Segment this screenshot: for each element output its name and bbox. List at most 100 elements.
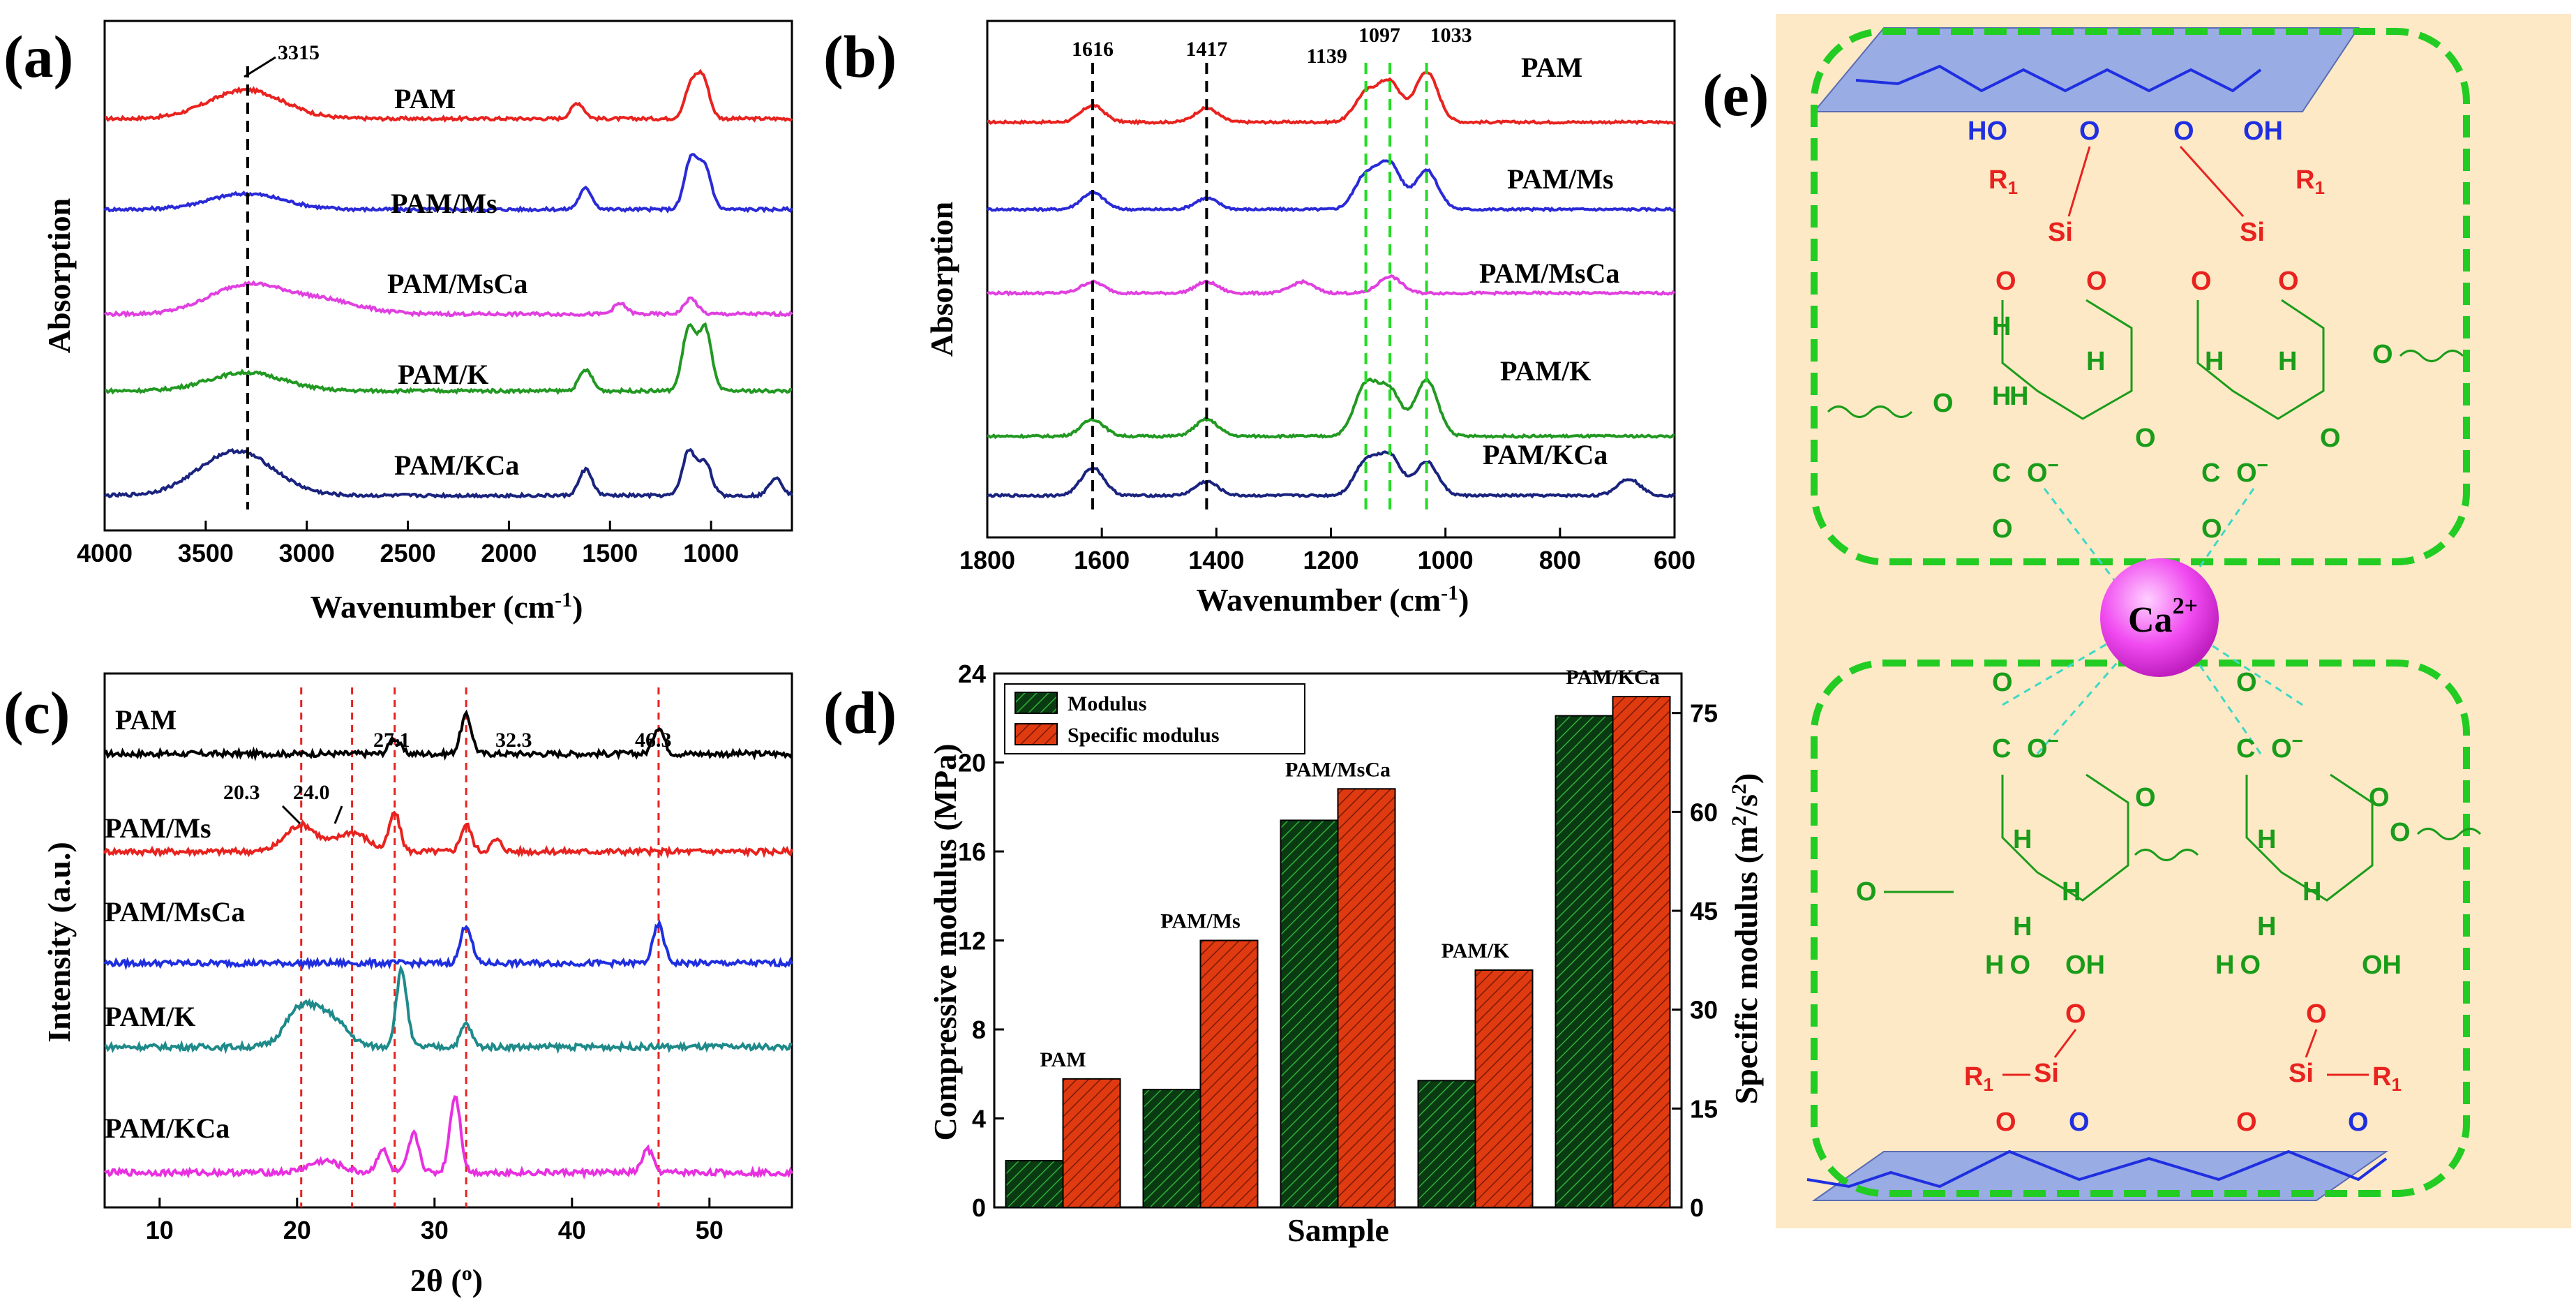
si-bond-top-left <box>2067 146 2091 217</box>
peak-label-1417: 1417 <box>1185 38 1227 61</box>
annotation-arrow-20 <box>281 805 301 825</box>
x-tick-label: 30 <box>421 1216 449 1244</box>
y-tick-right-label: 15 <box>1690 1094 1718 1123</box>
h-bot-1: H <box>2013 825 2032 854</box>
wavy-bot-right <box>2416 828 2482 840</box>
xlabel-d: Sample <box>1287 1212 1389 1248</box>
trace-pam-kca <box>104 447 793 500</box>
legend-d: Modulus Specific modulus <box>1004 683 1305 754</box>
x-tick-label: 50 <box>696 1216 724 1244</box>
x-tick-label: 1200 <box>1303 546 1358 574</box>
o-si-tr-1: O <box>2191 267 2212 296</box>
x-tick-label: 1600 <box>1074 546 1130 574</box>
o-si-tl-1: O <box>1995 267 2016 296</box>
peak-label-24.0: 24.0 <box>293 781 330 804</box>
trace-pam-msca <box>103 918 793 971</box>
o-si-tl-2: O <box>2086 267 2107 296</box>
panel-label-e: (e) <box>1702 61 1769 128</box>
trace-label-pam: PAM <box>115 704 177 736</box>
o-carbonyl-top-2: O <box>2201 514 2222 544</box>
h-top-1: H <box>1992 312 2011 341</box>
panel-label-d: (d) <box>823 679 897 746</box>
x-ticks-a: 4000 3500 3000 2500 2000 1500 1000 <box>77 521 739 567</box>
ylabel-a: Absorption <box>41 198 77 353</box>
o-carbonyl-bot-1: O <box>1992 668 2013 697</box>
peak-label-46.3: 46.3 <box>635 729 672 752</box>
r1-top-right: R1 <box>2296 165 2325 198</box>
peak-label-32.3: 32.3 <box>495 729 532 752</box>
c-top-1: C <box>1992 459 2011 488</box>
o-carbonyl-top-1: O <box>1992 514 2013 544</box>
sugar-ring-top-right <box>2196 299 2325 420</box>
x-ticks-b: 1800 1600 1400 1200 1000 800 600 <box>959 528 1695 574</box>
traces-a: PAM PAM/Ms PAM/MsCa PAM/K PAM/KCa <box>103 68 793 500</box>
ylabel-left-d: Compressive modulus (MPa) <box>927 743 963 1140</box>
vlines-b: 1616 1417 1139 1097 1033 <box>1072 24 1472 509</box>
si-top-right: Si <box>2240 218 2265 247</box>
sugar-ring-top-left <box>2001 299 2133 420</box>
calcium-ion <box>2100 558 2219 677</box>
trace-label-pam: PAM <box>1521 52 1582 83</box>
y-tick-left-label: 4 <box>972 1105 986 1133</box>
x-tick-label: 4000 <box>77 539 133 567</box>
trace-label-pam-msca: PAM/MsCa <box>105 896 245 928</box>
h-bot-6: H <box>2257 912 2276 941</box>
o-link-top-right: O <box>2372 340 2393 369</box>
trace-pam-k <box>104 322 793 395</box>
peak-label-3315: 3315 <box>278 41 320 64</box>
si-bot-left: Si <box>2034 1059 2059 1088</box>
o-ring-top-2: O <box>2320 424 2341 453</box>
si-top-left: Si <box>2048 218 2073 247</box>
ominus-top-1: O− <box>2027 454 2059 488</box>
bar-modulus-pam-msca <box>1280 819 1339 1208</box>
xlabel-c: 2θ (o) <box>410 1262 483 1299</box>
panel-label-c: (c) <box>3 679 70 746</box>
trace-pam-kca <box>103 1095 793 1180</box>
x-tick-label: 3500 <box>178 539 234 567</box>
bar-label-pam-kca: PAM/KCa <box>1566 666 1659 689</box>
x-tick-label: 20 <box>283 1216 311 1244</box>
trace-label-pam-ms: PAM/Ms <box>391 188 497 219</box>
ominus-bot-1: O− <box>2027 730 2059 764</box>
x-tick-label: 800 <box>1539 546 1581 574</box>
oh-bot-1: OH <box>2065 951 2105 980</box>
c-bot-1: C <box>1992 734 2011 764</box>
trace-pam <box>104 68 793 123</box>
bars-d: PAM PAM/Ms PAM/MsCa PAM/K PAM/KCa <box>1005 666 1671 1209</box>
panel-d-bars: (d) PAM PAM/Ms PAM/MsCa PAM/K PAM/KCa 0 4 8 12 1… <box>823 660 1764 1248</box>
x-tick-label: 2500 <box>380 539 436 567</box>
vlines-c <box>300 687 660 1207</box>
top-o-2: O <box>2173 117 2194 146</box>
si-bot-right: Si <box>2289 1059 2314 1088</box>
o-si-br-1: O <box>2236 1108 2257 1137</box>
x-ticks-c: 10 20 30 40 50 <box>146 1198 724 1244</box>
o-si-bl-1: O <box>1995 1108 2016 1137</box>
o-ring-top-1: O <box>2135 424 2156 453</box>
bar-specific-pam-ms <box>1199 939 1259 1208</box>
o-si-tr-2: O <box>2278 267 2299 296</box>
polymer-backbone-bottom <box>1806 1149 2388 1189</box>
peak-label-1139: 1139 <box>1307 45 1347 68</box>
ominus-bot-2: O− <box>2271 730 2303 764</box>
r1-bot-right: R1 <box>2372 1062 2402 1095</box>
trace-label-pam-k: PAM/K <box>398 359 488 390</box>
ominus-top-2: O− <box>2236 454 2268 488</box>
panel-e-schematic: (e) HO O O OH R1 R1 Si Si O O O O H H H … <box>1702 14 2571 1228</box>
peak-label-1097: 1097 <box>1358 24 1400 47</box>
trace-pam-k <box>987 377 1675 440</box>
y-tick-left-label: 8 <box>972 1015 986 1044</box>
x-tick-label: 1500 <box>582 539 638 567</box>
bar-specific-pam-kca <box>1612 696 1671 1208</box>
sugar-ring-bot-left <box>2001 773 2129 902</box>
y-tick-left-label: 24 <box>958 660 986 688</box>
panel-label-a: (a) <box>3 23 73 90</box>
trace-label-pam-k: PAM/K <box>1500 355 1591 387</box>
top-ho: HO <box>1968 117 2007 146</box>
y-tick-left-label: 12 <box>958 927 986 955</box>
peak-label-27.1: 27.1 <box>373 729 410 752</box>
trace-label-pam-kca: PAM/KCa <box>1483 439 1608 470</box>
ylabel-right-d: Specific modulus (m2/s2) <box>1728 773 1765 1105</box>
h-top-2: H <box>2009 382 2028 411</box>
y-tick-left-label: 20 <box>958 749 986 777</box>
o-si-bl-2: O <box>2069 1108 2090 1137</box>
